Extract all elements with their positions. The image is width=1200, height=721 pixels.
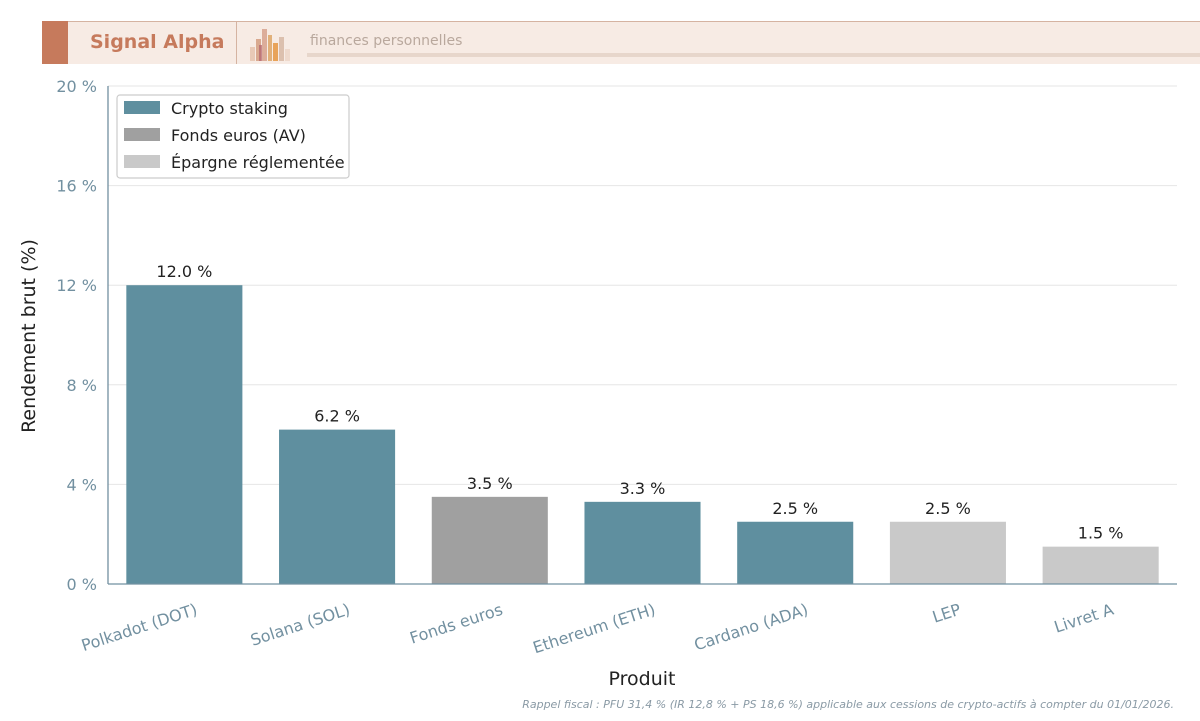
bar: [279, 429, 396, 584]
bar-value-label: 3.5 %: [467, 474, 513, 493]
bar-value-label: 2.5 %: [925, 499, 971, 518]
y-tick-label: 12 %: [56, 276, 97, 295]
bar-value-labels: 12.0 % 6.2 % 3.5 % 3.3 % 2.5 % 2.5 % 1.5 %: [156, 262, 1123, 542]
legend-frame: [116, 94, 350, 179]
bar-value-label: 3.3 %: [620, 479, 666, 498]
bar: [126, 285, 243, 584]
site-header: Signal Alpha finances personnelles: [42, 21, 1200, 64]
y-tick-label: 20 %: [56, 77, 97, 96]
tagline-rule: [307, 53, 1200, 57]
y-tick-label: 4 %: [67, 475, 97, 494]
legend-swatch: [124, 101, 160, 114]
y-tick-label: 16 %: [56, 177, 97, 196]
tagline: finances personnelles: [310, 33, 463, 49]
bar-value-label: 2.5 %: [772, 499, 818, 518]
legend-entry: Crypto staking: [171, 99, 288, 118]
bar: [431, 496, 548, 584]
brand-accent-block: [42, 21, 68, 64]
brand-name[interactable]: Signal Alpha: [90, 31, 225, 53]
legend-swatch: [124, 155, 160, 168]
bar-value-label: 1.5 %: [1078, 524, 1124, 543]
y-tick-label: 0 %: [67, 575, 97, 594]
x-axis-label: Produit: [609, 668, 676, 690]
x-tick-label: Solana (SOL): [248, 600, 352, 650]
bars: [126, 285, 1159, 584]
x-tick-label: Ethereum (ETH): [530, 600, 657, 658]
header-top-rule: [42, 21, 1200, 22]
header-divider: [236, 21, 237, 64]
bar-value-label: 12.0 %: [156, 262, 212, 281]
x-tick-label: Fonds euros: [407, 600, 505, 648]
axes: [107, 86, 1177, 585]
x-tick-label: Polkadot (DOT): [79, 600, 200, 655]
x-tick-label: Cardano (ADA): [692, 600, 811, 655]
bar: [1042, 546, 1159, 584]
legend-swatch: [124, 128, 160, 141]
bar: [737, 521, 854, 584]
bar: [584, 501, 701, 584]
y-axis-label: Rendement brut (%): [18, 239, 40, 433]
legend-entry: Fonds euros (AV): [171, 126, 306, 145]
bar-value-label: 6.2 %: [314, 407, 360, 426]
y-tick-labels: 0 % 4 % 8 % 12 % 16 % 20 %: [56, 77, 97, 594]
x-tick-labels: Polkadot (DOT) Solana (SOL) Fonds euros Eth…: [79, 600, 1116, 658]
legend-entry: Épargne réglementée: [171, 153, 345, 172]
bar-chart-logo-icon: [250, 29, 290, 61]
y-tick-label: 8 %: [67, 376, 97, 395]
legend: Crypto staking Fonds euros (AV) Épargne ré…: [116, 94, 350, 179]
fiscal-footnote: Rappel fiscal : PFU 31,4 % (IR 12,8 % + …: [522, 698, 1174, 711]
x-tick-label: Livret A: [1052, 600, 1116, 637]
bar: [889, 521, 1006, 584]
x-tick-label: LEP: [930, 600, 963, 627]
